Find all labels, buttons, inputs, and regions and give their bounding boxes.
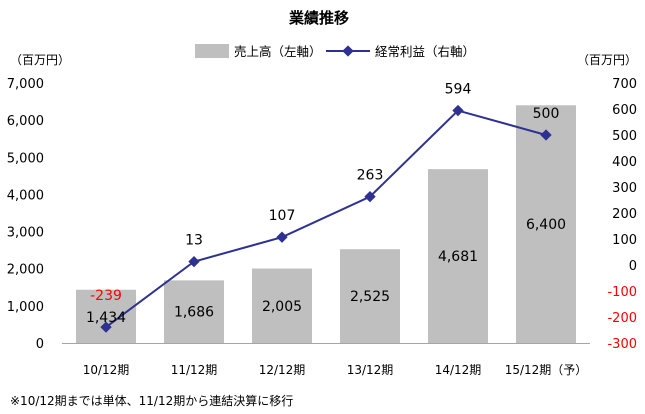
sales-bar-value-label: 2,005 bbox=[262, 299, 302, 315]
chart-title: 業績推移 bbox=[288, 9, 349, 27]
bars bbox=[76, 105, 576, 344]
profit-value-label: 13 bbox=[185, 233, 203, 249]
left-tick-label: 4,000 bbox=[7, 188, 44, 203]
category-label: 13/12期 bbox=[347, 363, 394, 377]
left-tick-label: 7,000 bbox=[7, 77, 44, 92]
right-tick-label: 300 bbox=[612, 181, 637, 196]
profit-value-label: 594 bbox=[445, 82, 472, 98]
line-value-labels: -239 13 107 263 594 500 bbox=[90, 82, 559, 305]
left-tick-label: 2,000 bbox=[7, 263, 44, 278]
sales-bar-value-label: 1,686 bbox=[174, 305, 214, 321]
right-axis-unit: （百万円） bbox=[577, 53, 637, 67]
sales-bar-value-label: 6,400 bbox=[526, 217, 566, 233]
sales-bar-value-label: 2,525 bbox=[350, 289, 390, 305]
left-axis: 0 1,000 2,000 3,000 4,000 5,000 6,000 7,000 bbox=[7, 77, 44, 352]
profit-value-label: 107 bbox=[269, 208, 296, 224]
category-labels: 10/12期 11/12期 12/12期 13/12期 14/12期 15/12期（予） bbox=[83, 363, 588, 377]
profit-point-marker bbox=[188, 255, 200, 268]
legend: 売上高（左軸） 経常利益（右軸） bbox=[195, 44, 475, 59]
right-tick-label: -300 bbox=[607, 337, 637, 352]
legend-marker-profit bbox=[342, 45, 354, 57]
left-tick-label: 0 bbox=[36, 337, 44, 352]
profit-value-label: -239 bbox=[90, 288, 122, 304]
left-tick-label: 5,000 bbox=[7, 151, 44, 166]
left-tick-label: 3,000 bbox=[7, 226, 44, 241]
right-tick-label: 600 bbox=[612, 103, 637, 118]
category-label: 12/12期 bbox=[259, 363, 306, 377]
sales-bar bbox=[76, 289, 136, 343]
legend-label-profit: 経常利益（右軸） bbox=[375, 44, 475, 59]
right-axis: -300 -200 -100 0 100 200 300 400 500 600 700 bbox=[607, 77, 637, 352]
right-tick-label: 500 bbox=[612, 129, 637, 144]
sales-bar bbox=[428, 169, 488, 343]
profit-point-marker bbox=[276, 231, 288, 243]
right-tick-label: 700 bbox=[612, 77, 637, 92]
profit-value-label: 500 bbox=[533, 106, 560, 122]
profit-point-marker bbox=[364, 190, 376, 203]
sales-bar bbox=[340, 249, 400, 343]
sales-bar bbox=[516, 105, 576, 344]
profit-point-marker bbox=[540, 129, 552, 141]
legend-swatch-sales bbox=[195, 44, 229, 58]
legend-label-sales: 売上高（左軸） bbox=[234, 44, 322, 59]
right-tick-label: 400 bbox=[612, 155, 637, 170]
category-label: 15/12期（予） bbox=[505, 363, 588, 377]
sales-bar-value-label: 4,681 bbox=[438, 249, 478, 265]
sales-bar-value-label: 1,434 bbox=[86, 310, 126, 326]
right-tick-label: 100 bbox=[612, 233, 637, 248]
footnote: ※10/12期までは単体、11/12期から連結決算に移行 bbox=[10, 393, 293, 408]
category-label: 11/12期 bbox=[171, 363, 218, 377]
profit-line-series bbox=[100, 104, 552, 333]
category-label: 14/12期 bbox=[435, 363, 482, 377]
sales-bar bbox=[164, 280, 224, 343]
category-label: 10/12期 bbox=[83, 363, 130, 377]
profit-value-label: 263 bbox=[357, 168, 384, 184]
bar-value-labels: 1,434 1,686 2,005 2,525 4,681 6,400 bbox=[86, 217, 566, 326]
left-axis-unit: （百万円） bbox=[10, 53, 70, 67]
right-tick-label: 200 bbox=[612, 207, 637, 222]
left-tick-label: 1,000 bbox=[7, 300, 44, 315]
right-tick-label: -100 bbox=[607, 285, 637, 300]
left-tick-label: 6,000 bbox=[7, 114, 44, 129]
sales-bar bbox=[252, 268, 312, 343]
right-tick-label: 0 bbox=[629, 259, 637, 274]
profit-line bbox=[105, 109, 547, 328]
right-tick-label: -200 bbox=[607, 311, 637, 326]
